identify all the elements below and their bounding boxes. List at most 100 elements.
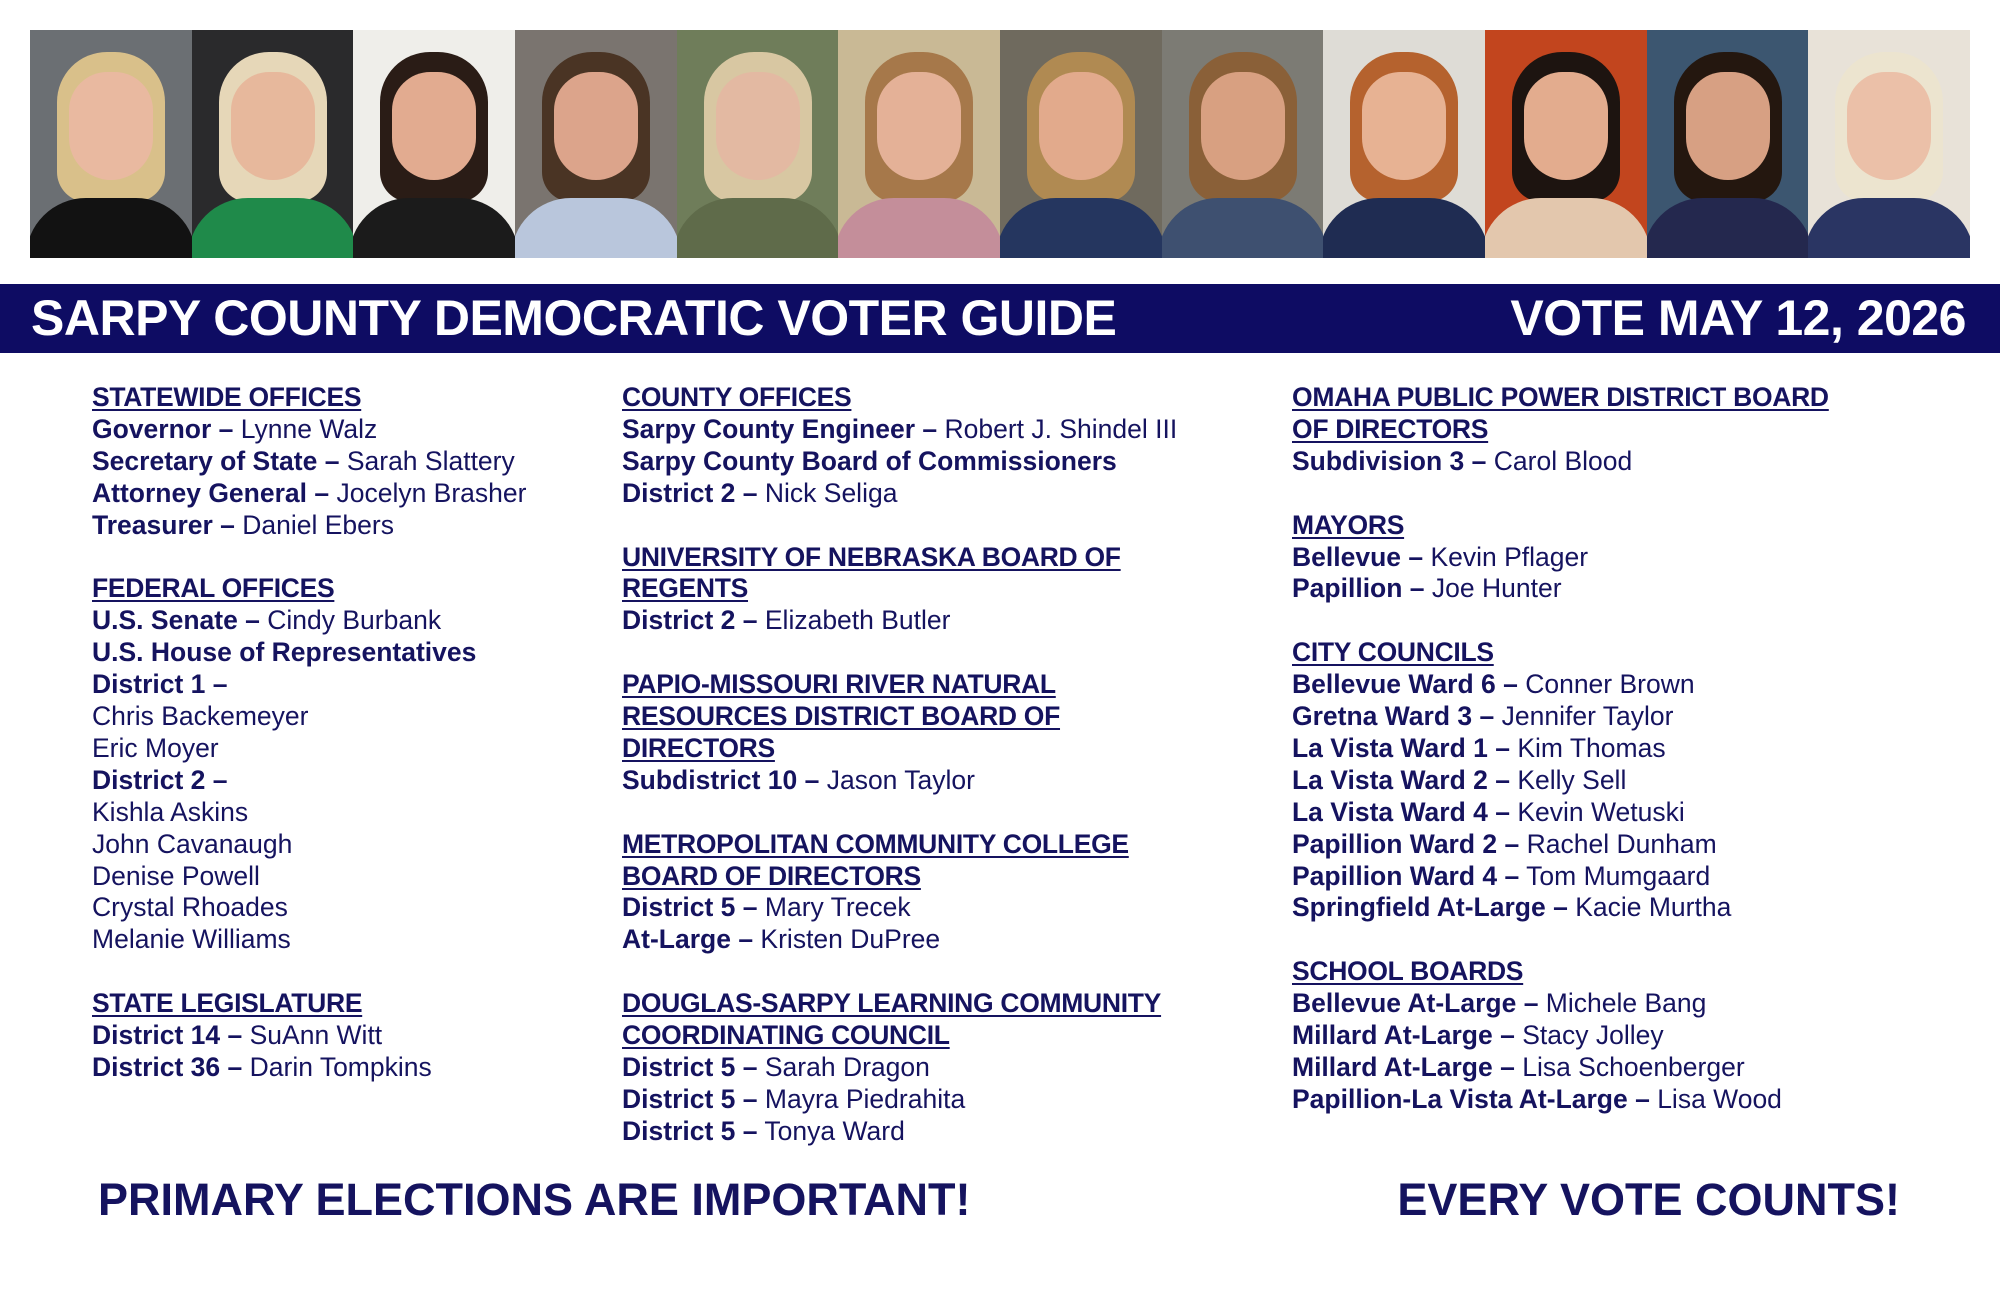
office-label: Treasurer – bbox=[92, 509, 235, 540]
candidate-name: Mary Trecek bbox=[757, 892, 911, 923]
candidate-name: Cindy Burbank bbox=[259, 605, 442, 636]
candidate-line: Springfield At-Large – Kacie Murtha bbox=[1292, 892, 1829, 924]
candidate-name: Rachel Dunham bbox=[1519, 828, 1717, 859]
column-middle: COUNTY OFFICES Sarpy County Engineer – Ro… bbox=[622, 382, 1177, 1180]
candidate-name: Crystal Rhoades bbox=[92, 892, 288, 923]
candidate-photo-strip bbox=[30, 30, 1971, 258]
candidate-line: Papillion-La Vista At-Large – Lisa Wood bbox=[1292, 1084, 1829, 1116]
candidate-name: Joe Hunter bbox=[1424, 573, 1562, 604]
office-label: Papillion-La Vista At-Large – bbox=[1292, 1083, 1650, 1114]
candidate-name: Eric Moyer bbox=[92, 732, 219, 763]
portrait-body bbox=[676, 198, 839, 258]
candidate-line: District 2 – Elizabeth Butler bbox=[622, 605, 1177, 637]
candidate-line: District 5 – Tonya Ward bbox=[622, 1116, 1177, 1148]
candidate-name: Elizabeth Butler bbox=[757, 605, 951, 636]
office-label: District 5 – bbox=[622, 1051, 758, 1082]
office-label: Subdivision 3 – bbox=[1292, 445, 1487, 476]
candidate-name: Mayra Piedrahita bbox=[757, 1083, 966, 1114]
candidate-name: Chris Backemeyer bbox=[92, 701, 309, 732]
guide-title: SARPY COUNTY DEMOCRATIC VOTER GUIDE bbox=[31, 290, 1117, 346]
candidate-line: Sarpy County Board of Commissioners bbox=[622, 446, 1177, 478]
candidate-name: Lynne Walz bbox=[233, 413, 378, 444]
section-heading: STATE LEGISLATURE bbox=[92, 988, 363, 1019]
portrait-face bbox=[715, 72, 800, 180]
candidate-name: Daniel Ebers bbox=[234, 509, 394, 540]
vote-date: VOTE MAY 12, 2026 bbox=[1510, 290, 1966, 346]
section-heading: COUNTY OFFICES bbox=[622, 382, 852, 412]
office-section: STATEWIDE OFFICES Governor – Lynne Walz Se… bbox=[92, 382, 526, 542]
office-label: Governor – bbox=[92, 413, 234, 444]
candidate-name: Lisa Schoenberger bbox=[1514, 1051, 1745, 1082]
candidate-line: Subdistrict 10 – Jason Taylor bbox=[622, 765, 1177, 797]
candidate-line: District 2 – Nick Seliga bbox=[622, 478, 1177, 510]
section-heading: DOUGLAS-SARPY LEARNING COMMUNITY bbox=[622, 988, 1162, 1019]
candidate-name: Kristen DuPree bbox=[753, 924, 941, 955]
candidate-name: Lisa Wood bbox=[1649, 1083, 1782, 1114]
section-heading: OMAHA PUBLIC POWER DISTRICT BOARD bbox=[1292, 382, 1829, 412]
portrait-body bbox=[1161, 198, 1324, 258]
office-label: Papillion Ward 4 – bbox=[1292, 860, 1520, 891]
candidate-photo bbox=[1646, 30, 1809, 258]
office-label: Bellevue At-Large – bbox=[1292, 988, 1539, 1019]
candidate-name: Michele Bang bbox=[1538, 988, 1707, 1019]
section-heading: METROPOLITAN COMMUNITY COLLEGE bbox=[622, 828, 1129, 859]
title-banner: SARPY COUNTY DEMOCRATIC VOTER GUIDE VOTE… bbox=[0, 284, 2000, 353]
candidate-line: Treasurer – Daniel Ebers bbox=[92, 510, 526, 542]
office-label: District 2 – bbox=[92, 764, 228, 795]
office-label: Secretary of State – bbox=[92, 445, 340, 476]
candidate-line: La Vista Ward 1 – Kim Thomas bbox=[1292, 733, 1829, 765]
section-heading: MAYORS bbox=[1292, 509, 1405, 540]
office-label: At-Large – bbox=[622, 924, 754, 955]
office-label: Millard At-Large – bbox=[1292, 1051, 1515, 1082]
portrait-face bbox=[553, 72, 638, 180]
candidate-photo bbox=[353, 30, 516, 258]
candidate-photo bbox=[30, 30, 192, 258]
candidate-line: Melanie Williams bbox=[92, 924, 526, 956]
portrait-face bbox=[1038, 72, 1123, 180]
office-label: District 2 – bbox=[622, 605, 758, 636]
candidate-name: Carol Blood bbox=[1486, 445, 1633, 476]
portrait-face bbox=[1685, 72, 1770, 180]
candidate-line: Eric Moyer bbox=[92, 733, 526, 765]
column-right: OMAHA PUBLIC POWER DISTRICT BOARD OF DIRE… bbox=[1292, 382, 1829, 1148]
candidate-photo bbox=[676, 30, 839, 258]
office-section: COUNTY OFFICES Sarpy County Engineer – Ro… bbox=[622, 382, 1177, 510]
portrait-body bbox=[1000, 198, 1162, 258]
candidate-line: Crystal Rhoades bbox=[92, 892, 526, 924]
portrait-body bbox=[191, 198, 354, 258]
office-label: Millard At-Large – bbox=[1292, 1020, 1515, 1051]
office-label: District 1 – bbox=[92, 669, 228, 700]
candidate-line: Sarpy County Engineer – Robert J. Shinde… bbox=[622, 414, 1177, 446]
candidate-line: Papillion – Joe Hunter bbox=[1292, 573, 1829, 605]
candidate-line: District 5 – Mary Trecek bbox=[622, 892, 1177, 924]
candidate-name: Jason Taylor bbox=[819, 764, 975, 795]
candidate-name: Kelly Sell bbox=[1509, 764, 1627, 795]
candidate-line: Bellevue At-Large – Michele Bang bbox=[1292, 988, 1829, 1020]
candidate-photo bbox=[838, 30, 1001, 258]
candidate-line: Millard At-Large – Lisa Schoenberger bbox=[1292, 1052, 1829, 1084]
candidate-photo bbox=[1808, 30, 1971, 258]
office-label: La Vista Ward 2 – bbox=[1292, 764, 1510, 795]
footer-primary-message: PRIMARY ELECTIONS ARE IMPORTANT! bbox=[98, 1174, 971, 1225]
candidate-line: Denise Powell bbox=[92, 861, 526, 893]
candidate-name: John Cavanaugh bbox=[92, 828, 293, 859]
candidate-name: Kevin Wetuski bbox=[1509, 796, 1685, 827]
section-heading: DIRECTORS bbox=[622, 732, 775, 763]
candidate-photo bbox=[1161, 30, 1324, 258]
office-label: Bellevue – bbox=[1292, 541, 1424, 572]
office-label: Sarpy County Board of Commissioners bbox=[622, 445, 1117, 476]
office-section: MAYORS Bellevue – Kevin Pflager Papillion … bbox=[1292, 510, 1829, 606]
candidate-name: Conner Brown bbox=[1517, 669, 1695, 700]
candidate-line: District 5 – Mayra Piedrahita bbox=[622, 1084, 1177, 1116]
candidate-line: District 5 – Sarah Dragon bbox=[622, 1052, 1177, 1084]
office-label: U.S. House of Representatives bbox=[92, 637, 477, 668]
section-heading: BOARD OF DIRECTORS bbox=[622, 860, 921, 891]
candidate-line: Gretna Ward 3 – Jennifer Taylor bbox=[1292, 701, 1829, 733]
office-section: STATE LEGISLATURE District 14 – SuAnn Wit… bbox=[92, 988, 526, 1084]
section-heading: SCHOOL BOARDS bbox=[1292, 956, 1524, 987]
candidate-photo bbox=[191, 30, 354, 258]
candidate-line: District 2 – bbox=[92, 765, 526, 797]
office-section: FEDERAL OFFICES U.S. Senate – Cindy Burba… bbox=[92, 573, 526, 956]
candidate-line: U.S. House of Representatives bbox=[92, 637, 526, 669]
office-label: Attorney General – bbox=[92, 477, 330, 508]
